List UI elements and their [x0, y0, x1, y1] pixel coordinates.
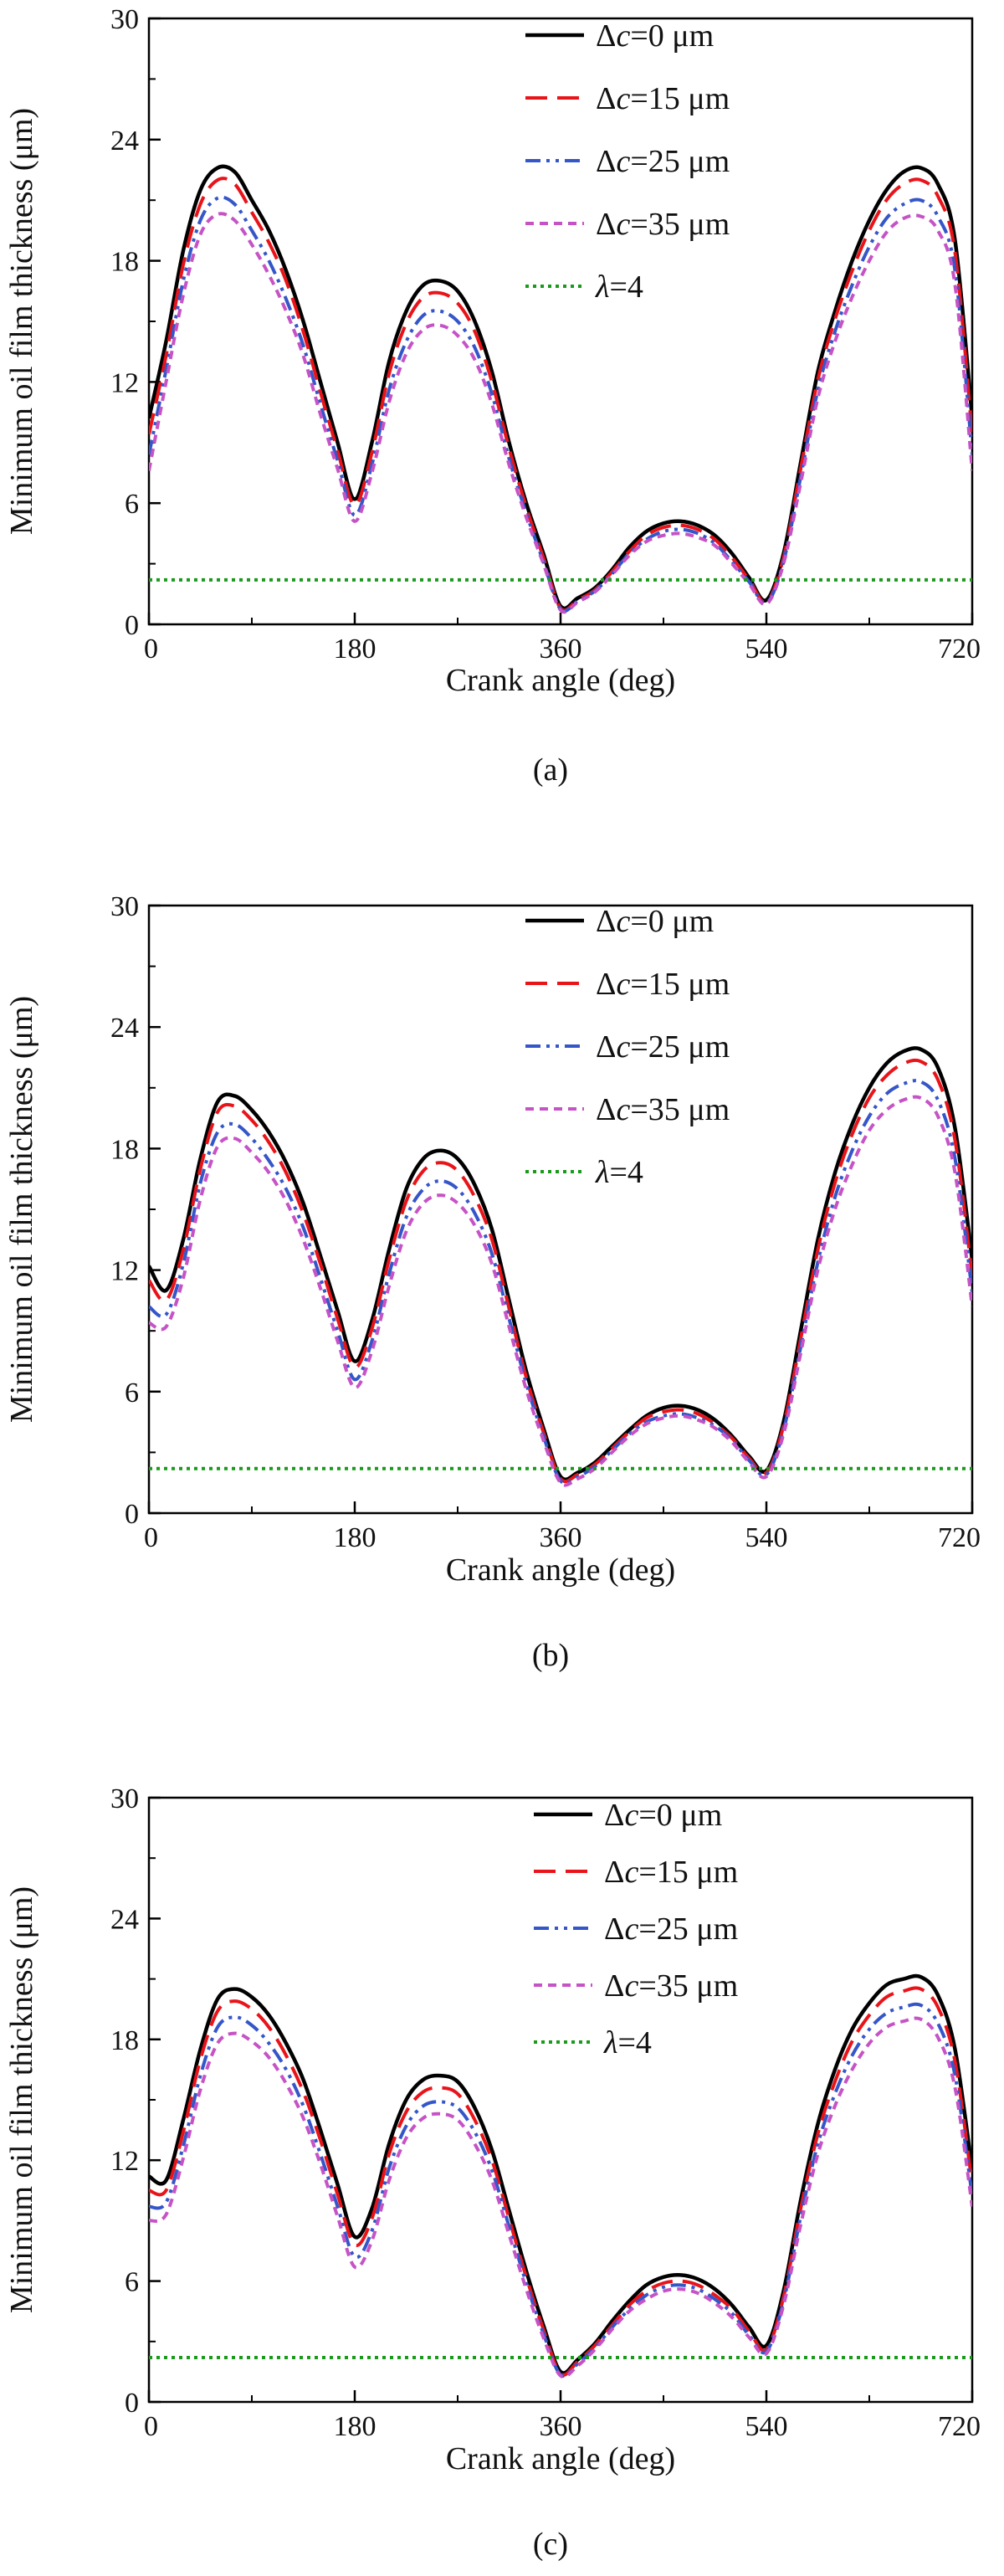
panel-label: (a) — [533, 752, 568, 788]
chart-panel-c: 0 180 360 540 720 0 6 12 18 24 30 Crank angle (deg)… — [4, 1783, 981, 2562]
x-tick-label: 0 — [144, 1522, 158, 1553]
plot-frame — [147, 17, 974, 626]
legend-label: Δc=35 μm — [604, 1968, 738, 2004]
legend-label: λ=4 — [603, 2025, 652, 2060]
series-line-2 — [149, 195, 972, 613]
x-tick-label: 540 — [745, 1522, 788, 1553]
legend-label: Δc=15 μm — [596, 967, 730, 1002]
y-axis-title: Minimum oil film thickness (μm) — [4, 996, 39, 1423]
series-group — [149, 1046, 972, 1487]
legend-label: Δc=15 μm — [604, 1855, 738, 1890]
y-tick-label: 30 — [110, 4, 139, 35]
x-tick-label: 720 — [938, 634, 981, 665]
y-tick-label: 18 — [110, 247, 139, 278]
legend-label: Δc=25 μm — [604, 1911, 738, 1947]
y-tick-label: 12 — [110, 2146, 139, 2177]
series-line-0 — [149, 164, 972, 611]
y-tick-label: 24 — [110, 1013, 139, 1044]
plot-frame — [147, 904, 974, 1515]
x-tick-label: 0 — [144, 634, 158, 665]
x-tick-label: 360 — [540, 1522, 582, 1553]
series-line-0 — [149, 1046, 972, 1482]
x-tick-label: 540 — [745, 634, 788, 665]
series-group — [149, 164, 972, 614]
legend-label: Δc=25 μm — [596, 1029, 730, 1065]
series-group — [149, 1973, 972, 2379]
y-tick-label: 24 — [110, 126, 139, 157]
legend-label: Δc=35 μm — [596, 207, 730, 242]
chart-panel-a: 0 180 360 540 720 0 6 12 18 24 30 Crank angle (deg)… — [4, 4, 981, 788]
x-tick-label: 360 — [540, 2411, 582, 2442]
y-tick-label: 0 — [125, 610, 139, 641]
legend-label: Δc=35 μm — [596, 1092, 730, 1127]
y-tick-label: 18 — [110, 1134, 139, 1165]
x-tick-label: 180 — [334, 1522, 376, 1553]
x-axis-title: Crank angle (deg) — [446, 1552, 675, 1588]
y-tick-label: 0 — [125, 2388, 139, 2419]
series-line-3 — [149, 2016, 972, 2379]
legend-label: Δc=0 μm — [596, 18, 714, 54]
x-tick-label: 540 — [745, 2411, 788, 2442]
legend-label: Δc=25 μm — [596, 144, 730, 179]
x-tick-label: 720 — [938, 2411, 981, 2442]
x-axis-title: Crank angle (deg) — [446, 2441, 675, 2476]
legend-label: Δc=0 μm — [604, 1798, 722, 1833]
series-line-2 — [149, 2002, 972, 2378]
y-tick-label: 6 — [125, 2267, 139, 2298]
legend-label: λ=4 — [595, 269, 643, 305]
legend-label: Δc=0 μm — [596, 904, 714, 939]
x-axis-title: Crank angle (deg) — [446, 663, 675, 698]
series-line-3 — [149, 212, 972, 614]
y-tick-label: 12 — [110, 367, 139, 398]
y-tick-label: 30 — [110, 891, 139, 922]
series-line-1 — [149, 177, 972, 613]
legend-label: Δc=15 μm — [596, 81, 730, 116]
series-line-0 — [149, 1973, 972, 2375]
x-tick-label: 0 — [144, 2411, 158, 2442]
legend-label: λ=4 — [595, 1155, 643, 1190]
y-axis-title: Minimum oil film thickness (μm) — [4, 108, 39, 535]
y-tick-label: 18 — [110, 2025, 139, 2056]
plot-frame — [147, 1796, 974, 2404]
series-line-1 — [149, 1058, 972, 1484]
x-tick-label: 180 — [334, 634, 376, 665]
chart-panel-b: 0 180 360 540 720 0 6 12 18 24 30 Crank angle (deg)… — [4, 891, 981, 1673]
y-tick-label: 12 — [110, 1256, 139, 1287]
y-tick-label: 6 — [125, 1378, 139, 1409]
x-tick-label: 180 — [334, 2411, 376, 2442]
x-tick-label: 360 — [540, 634, 582, 665]
series-line-1 — [149, 1986, 972, 2377]
y-axis-title: Minimum oil film thickness (μm) — [4, 1886, 39, 2313]
y-tick-label: 30 — [110, 1783, 139, 1814]
y-tick-label: 6 — [125, 489, 139, 520]
panel-label: (b) — [532, 1638, 569, 1673]
y-tick-label: 0 — [125, 1499, 139, 1530]
y-tick-label: 24 — [110, 1904, 139, 1935]
panel-label: (c) — [533, 2527, 568, 2562]
x-tick-label: 720 — [938, 1522, 981, 1553]
